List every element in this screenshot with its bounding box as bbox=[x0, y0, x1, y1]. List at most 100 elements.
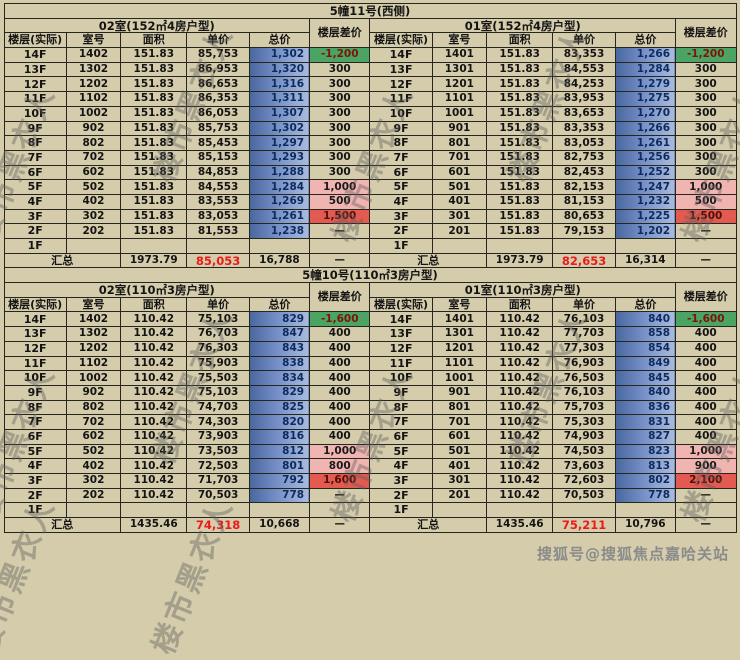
room-number-cell: 1301 bbox=[431, 326, 488, 342]
unit-price-cell: 85,753 bbox=[186, 47, 250, 63]
area-cell: 110.42 bbox=[120, 326, 188, 342]
total-price-cell bbox=[248, 238, 311, 254]
area-cell: 110.42 bbox=[486, 443, 554, 460]
total-price-cell: 1,311 bbox=[248, 91, 311, 107]
column-header: 室号 bbox=[431, 32, 488, 49]
floor-diff-header: 楼层差价 bbox=[675, 17, 737, 49]
area-cell: 110.42 bbox=[120, 384, 188, 401]
room-number-cell: 901 bbox=[431, 120, 488, 137]
table-row: 13F 1302 151.83 86,953 1,320 300 13F 1301 151.83… bbox=[3, 61, 737, 78]
total-price-cell: 1,266 bbox=[614, 47, 677, 63]
unit-price-cell: 76,703 bbox=[186, 326, 250, 342]
column-header: 楼层(实际) bbox=[369, 296, 433, 313]
total-price-cell bbox=[248, 502, 311, 519]
area-cell bbox=[120, 238, 188, 254]
table-row: 11F 1102 110.42 75,903 838 400 11F 1101 110.42 76… bbox=[3, 355, 737, 372]
area-cell: 151.83 bbox=[486, 91, 554, 107]
total-price-cell: 1,252 bbox=[614, 164, 677, 181]
unit-price-cell: 75,503 bbox=[186, 370, 250, 386]
sohu-watermark: 搜狐号@搜狐焦点嘉哈关站 bbox=[537, 545, 730, 563]
room-number-cell: 1402 bbox=[65, 311, 122, 328]
floor-diff-cell: 300 bbox=[675, 91, 737, 107]
floor-diff-cell: -1,600 bbox=[309, 311, 371, 328]
room-number-cell: 1102 bbox=[65, 355, 122, 372]
area-cell: 151.83 bbox=[486, 135, 554, 151]
column-header: 面积 bbox=[120, 296, 188, 313]
table-row: 10F 1002 151.83 86,053 1,307 300 10F 1001 151.83… bbox=[3, 105, 737, 122]
area-cell: 151.83 bbox=[120, 208, 188, 225]
column-header: 楼层(实际) bbox=[3, 296, 67, 313]
total-price-cell: 1,261 bbox=[248, 208, 311, 225]
total-price-cell: 1,288 bbox=[248, 164, 311, 181]
column-header: 楼层(实际) bbox=[369, 32, 433, 49]
unit-price-cell: 85,453 bbox=[186, 135, 250, 151]
unit-price-cell: 85,753 bbox=[186, 120, 250, 137]
floor-cell: 5F bbox=[3, 443, 67, 460]
area-cell: 110.42 bbox=[486, 428, 554, 445]
total-price-cell: 1,284 bbox=[248, 179, 311, 195]
column-header: 面积 bbox=[486, 296, 554, 313]
total-price-cell: 843 bbox=[248, 340, 311, 357]
summary-area: 1435.46 bbox=[486, 517, 554, 533]
floor-diff-cell: 300 bbox=[309, 135, 371, 151]
summary-total-price: 16,314 bbox=[614, 252, 677, 269]
floor-cell: 6F bbox=[3, 428, 67, 445]
area-cell: 110.42 bbox=[486, 473, 554, 489]
column-header: 总价 bbox=[614, 32, 677, 49]
floor-diff-cell: -1,600 bbox=[675, 311, 737, 328]
room-number-cell: 601 bbox=[431, 428, 488, 445]
floor-cell: 11F bbox=[369, 91, 433, 107]
floor-cell: 4F bbox=[3, 193, 67, 210]
floor-cell: 4F bbox=[369, 458, 433, 474]
total-price-cell: 1,284 bbox=[614, 61, 677, 78]
unit-price-cell: 83,053 bbox=[186, 208, 250, 225]
floor-cell: 7F bbox=[369, 414, 433, 430]
area-cell: 110.42 bbox=[120, 473, 188, 489]
area-cell: 151.83 bbox=[486, 193, 554, 210]
floor-cell: 14F bbox=[3, 311, 67, 328]
total-price-cell: 845 bbox=[614, 370, 677, 386]
column-header: 单价 bbox=[186, 32, 250, 49]
area-cell: 151.83 bbox=[120, 91, 188, 107]
floor-diff-cell: 300 bbox=[309, 105, 371, 122]
area-cell: 110.42 bbox=[486, 458, 554, 474]
floor-diff-cell: 800 bbox=[309, 458, 371, 474]
room-number-cell: 1401 bbox=[431, 47, 488, 63]
area-cell: 151.83 bbox=[120, 120, 188, 137]
total-price-cell: 816 bbox=[248, 428, 311, 445]
unit-price-cell: 84,253 bbox=[552, 76, 616, 93]
area-cell: 151.83 bbox=[486, 105, 554, 122]
room-number-cell: 802 bbox=[65, 135, 122, 151]
table-row: 3F 302 110.42 71,703 792 1,600 3F 301 110.42 72,6… bbox=[3, 473, 737, 489]
floor-diff-cell: 400 bbox=[309, 326, 371, 342]
unit-price-cell bbox=[186, 238, 250, 254]
floor-cell: 10F bbox=[369, 105, 433, 122]
unit-price-cell: 84,553 bbox=[552, 61, 616, 78]
total-price-cell: 829 bbox=[248, 311, 311, 328]
floor-diff-cell: 400 bbox=[309, 399, 371, 416]
total-price-cell: 847 bbox=[248, 326, 311, 342]
unit-price-cell: 86,053 bbox=[186, 105, 250, 122]
table-row: 1F 1F bbox=[3, 502, 737, 519]
floor-diff-cell: 400 bbox=[675, 384, 737, 401]
floor-diff-cell: 400 bbox=[309, 340, 371, 357]
room-number-cell: 502 bbox=[65, 179, 122, 195]
area-cell: 151.83 bbox=[486, 223, 554, 239]
area-cell: 151.83 bbox=[486, 47, 554, 63]
room-number-cell: 601 bbox=[431, 164, 488, 181]
total-price-cell: 778 bbox=[614, 487, 677, 504]
area-cell: 151.83 bbox=[120, 61, 188, 78]
floor-cell: 11F bbox=[3, 355, 67, 372]
room-number-cell: 302 bbox=[65, 473, 122, 489]
room-number-cell: 401 bbox=[431, 458, 488, 474]
floor-diff-cell: 1,000 bbox=[675, 179, 737, 195]
floor-diff-cell: — bbox=[309, 223, 371, 239]
column-header: 楼层(实际) bbox=[3, 32, 67, 49]
total-price-cell: 825 bbox=[248, 399, 311, 416]
floor-diff-cell: 400 bbox=[675, 399, 737, 416]
floor-diff-cell: 300 bbox=[309, 61, 371, 78]
area-cell: 151.83 bbox=[120, 164, 188, 181]
floor-diff-cell: 300 bbox=[675, 149, 737, 166]
summary-diff: — bbox=[309, 252, 371, 269]
summary-row: 汇总 1435.46 74,318 10,668— 汇总 1435.46 75,211 10,… bbox=[3, 517, 737, 533]
